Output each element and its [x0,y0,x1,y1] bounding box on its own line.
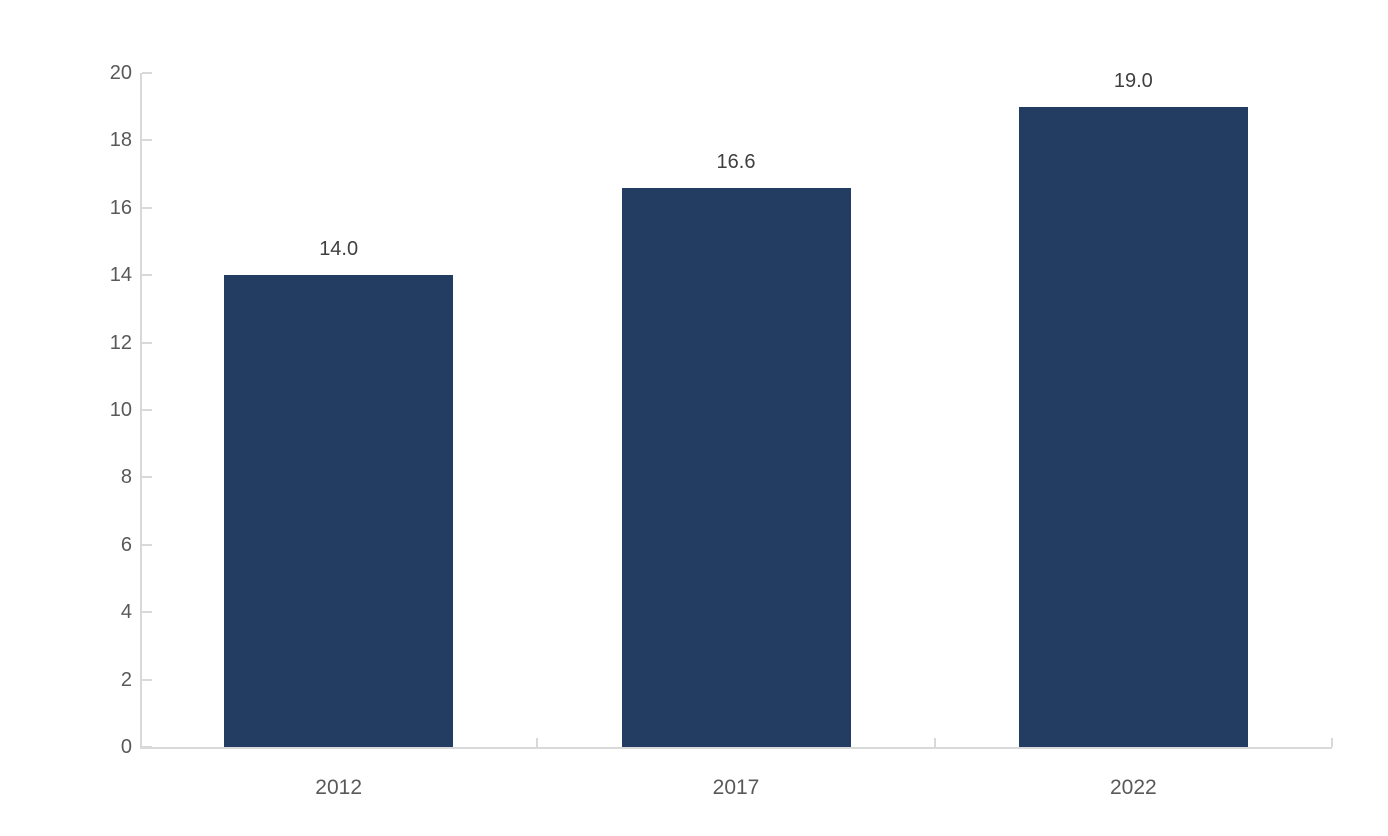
y-axis-tick-label: 2 [72,668,132,692]
plot-area: 0246810121416182014.0201216.6201719.0202… [140,73,1332,747]
y-axis-tick [142,544,152,546]
y-axis-tick-label: 20 [72,61,132,85]
bar-2012 [224,275,453,747]
y-axis-tick-label: 14 [72,263,132,287]
y-axis-tick [142,342,152,344]
y-axis-tick [142,611,152,613]
y-axis-tick-label: 16 [72,196,132,220]
y-axis-tick [142,409,152,411]
y-axis-tick [142,679,152,681]
y-axis-tick-label: 18 [72,128,132,152]
y-axis-tick [142,72,152,74]
x-axis-tick [536,738,538,747]
bar-2017 [622,188,851,747]
y-axis-tick [142,274,152,276]
y-axis-tick-label: 10 [72,398,132,422]
bar-value-label: 14.0 [259,237,419,261]
y-axis-tick [142,139,152,141]
y-axis-tick [142,476,152,478]
bar-chart: 0 2 4 6 8 10 12 14 16 18 20 14.0 2012 16.6 2017 19.0 202… [0,0,1388,836]
bar-value-label: 16.6 [656,150,816,174]
bar-value-label: 19.0 [1053,69,1213,93]
y-axis-tick-label: 8 [72,465,132,489]
y-axis-tick [142,207,152,209]
x-axis-tick [934,738,936,747]
x-axis-category-label: 2022 [1053,775,1213,801]
x-axis-category-label: 2012 [259,775,419,801]
y-axis-tick-label: 4 [72,600,132,624]
x-axis-line [140,747,1332,749]
y-axis-tick-label: 0 [72,735,132,759]
x-axis-tick [1331,738,1333,747]
y-axis-tick [142,746,152,748]
y-axis-tick-label: 12 [72,331,132,355]
x-axis-category-label: 2017 [656,775,816,801]
bar-2022 [1019,107,1248,747]
y-axis-tick-label: 6 [72,533,132,557]
